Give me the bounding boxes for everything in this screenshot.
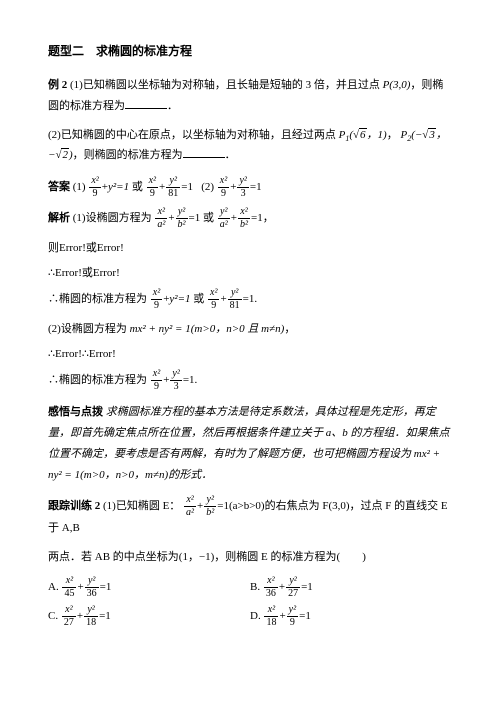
- err2: ∴Error!或Error!: [48, 263, 452, 284]
- option-B[interactable]: B. x²36+y²27=1: [250, 576, 452, 599]
- eq1-b: =1: [250, 181, 262, 193]
- fA1: x²45: [62, 576, 76, 599]
- y2eq1: y²=1: [108, 181, 129, 193]
- frac-y2-81: y²81: [166, 176, 180, 199]
- fC1: x²27: [62, 605, 76, 628]
- s1-conclude: ∴椭圆的标准方程为 x²9+y²=1 或 x²9+y²81=1.: [48, 288, 452, 311]
- section-title: 题型二 求椭圆的标准方程: [48, 40, 452, 63]
- period2: ．: [225, 149, 236, 161]
- s2-conclude: ∴椭圆的标准方程为 x²9+y²3=1.: [48, 369, 452, 392]
- ex2-p1a: (1)已知椭圆以坐标轴为对称轴，且长轴是短轴的 3 倍，并且过点: [70, 79, 383, 91]
- track-line1: 跟踪训练 2 (1)已知椭圆 E： x²a²+y²b²=1(a>b>0)的右焦点…: [48, 495, 452, 539]
- frac-y2-b2: y²b²: [176, 207, 188, 230]
- option-A[interactable]: A. x²45+y²36=1: [48, 576, 250, 599]
- s2-pre: (2)设椭圆方程为: [48, 323, 130, 335]
- frac-y2-81-b: y²81: [228, 288, 242, 311]
- frac-x2-9-c: x²9: [218, 176, 229, 199]
- answer-line: 答案 (1) x²9+y²=1 或 x²9+y²81=1 (2) x²9+y²3…: [48, 176, 452, 199]
- a1-or: 或: [132, 181, 146, 193]
- track-label: 跟踪训练 2: [48, 501, 100, 513]
- solution-line1: 解析 (1)设椭圆方程为 x²a²+y²b²=1 或 y²a²+x²b²=1，: [48, 207, 452, 230]
- solution-label: 解析: [48, 212, 70, 224]
- frac-x2-a2-t: x²a²: [184, 495, 196, 518]
- insight-block: 感悟与点拨 求椭圆标准方程的基本方法是待定系数法，具体过程是先定形，再定量，即首…: [48, 402, 452, 486]
- frac-x2-9-b: x²9: [147, 176, 158, 199]
- s1-or2: 或: [193, 293, 207, 305]
- frac-x2-9-e: x²9: [208, 288, 219, 311]
- frac-x2-9-f: x²9: [151, 369, 162, 392]
- example-2-part2: (2)已知椭圆的中心在原点，以坐标轴为对称轴，且经过两点 P1(6，1)， P2…: [48, 125, 452, 167]
- track-line2: 两点．若 AB 的中点坐标为(1，−1)，则椭圆 E 的标准方程为( ): [48, 547, 452, 568]
- s1-pre: (1)设椭圆方程为: [73, 212, 152, 224]
- s1-conc-text: ∴椭圆的标准方程为: [48, 293, 147, 305]
- ex2-point: P(3,0): [383, 79, 411, 91]
- eq1-a: =1: [181, 181, 193, 193]
- optD-label: D.: [250, 610, 261, 622]
- option-D[interactable]: D. x²18+y²9=1: [250, 605, 452, 628]
- fD1: x²18: [264, 605, 278, 628]
- s1-or: 或: [203, 212, 217, 224]
- example-label: 例 2: [48, 79, 67, 91]
- fA2: y²36: [85, 576, 99, 599]
- optB-label: B.: [250, 581, 260, 593]
- frac-x2-9-d: x²9: [151, 288, 162, 311]
- frac-y2-a2: y²a²: [218, 207, 230, 230]
- frac-y2-b2-t: y²b²: [204, 495, 216, 518]
- example-2-part1: 例 2 (1)已知椭圆以坐标轴为对称轴，且长轴是短轴的 3 倍，并且过点 P(3…: [48, 75, 452, 117]
- options: A. x²45+y²36=1 B. x²36+y²27=1 C. x²27+y²…: [48, 576, 452, 634]
- frac-y2-3: y²3: [237, 176, 248, 199]
- err1: 则Error!或Error!: [48, 238, 452, 259]
- comma: ，: [387, 129, 398, 141]
- ex2-P1: P1(6，1): [339, 129, 387, 141]
- fB1: x²36: [264, 576, 278, 599]
- ex2-p2a: (2)已知椭圆的中心在原点，以坐标轴为对称轴，且经过两点: [48, 129, 339, 141]
- period1: ．: [167, 100, 178, 112]
- frac-x2-b2: x²b²: [238, 207, 250, 230]
- option-C[interactable]: C. x²27+y²18=1: [48, 605, 250, 628]
- fB2: y²27: [286, 576, 300, 599]
- y2eq1b: y²=1: [169, 293, 190, 305]
- track-p1a: (1)已知椭圆 E：: [103, 501, 180, 513]
- a2-pre: (2): [201, 181, 214, 193]
- insight-text: 求椭圆标准方程的基本方法是待定系数法，具体过程是先定形，再定量，即首先确定焦点所…: [48, 406, 450, 481]
- frac-x2-a2: x²a²: [155, 207, 167, 230]
- answer-label: 答案: [48, 181, 70, 193]
- blank2: [183, 147, 225, 158]
- fD2: y²9: [287, 605, 298, 628]
- fC2: y²18: [84, 605, 98, 628]
- optC-label: C.: [48, 610, 58, 622]
- optA-label: A.: [48, 581, 59, 593]
- err3: ∴Error!∴Error!: [48, 344, 452, 365]
- a1-pre: (1): [73, 181, 86, 193]
- s2-formula: mx² + ny² = 1(m>0，n>0 且 m≠n): [130, 323, 285, 335]
- insight-label: 感悟与点拨: [48, 406, 103, 418]
- ex2-p2b: ，则椭圆的标准方程为: [73, 149, 183, 161]
- frac-y2-3-b: y²3: [170, 369, 181, 392]
- blank1: [125, 98, 167, 109]
- s2-conc-text: ∴椭圆的标准方程为: [48, 374, 147, 386]
- frac-x2-9: x²9: [89, 176, 100, 199]
- s2-pre-line: (2)设椭圆方程为 mx² + ny² = 1(m>0，n>0 且 m≠n)，: [48, 319, 452, 340]
